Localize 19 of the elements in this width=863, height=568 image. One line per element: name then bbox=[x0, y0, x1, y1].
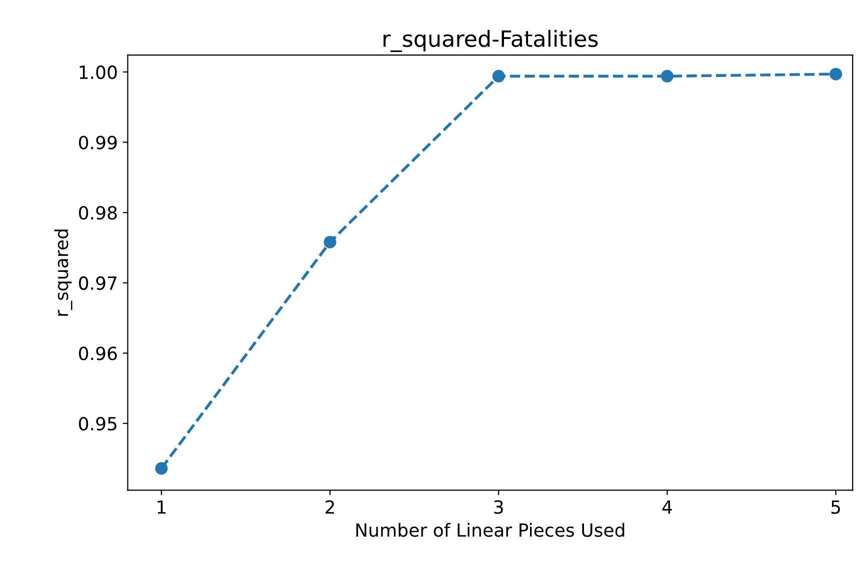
y-tick-label: 0.96 bbox=[78, 346, 117, 360]
x-tick-label: 1 bbox=[158, 500, 166, 514]
y-tick-label: 0.95 bbox=[78, 416, 116, 431]
x-tick-label: 4 bbox=[662, 500, 672, 514]
y-tick-label: 0.98 bbox=[78, 206, 117, 220]
chart-title: r_squared-Fatalities bbox=[384, 30, 598, 52]
x-axis-title: Number of Linear Pieces Used bbox=[356, 522, 624, 537]
y-tick-label: 0.99 bbox=[78, 136, 117, 150]
point bbox=[830, 68, 842, 80]
point bbox=[660, 70, 674, 82]
y-axis-title: r_squared bbox=[54, 230, 72, 316]
x-tick-label: 3 bbox=[494, 500, 503, 514]
point bbox=[492, 70, 505, 82]
x-tick-label: 2 bbox=[326, 500, 334, 514]
point bbox=[155, 462, 168, 475]
point bbox=[324, 236, 336, 248]
x-tick-label: 5 bbox=[831, 500, 840, 514]
y-tick-label: 1.00 bbox=[80, 65, 117, 80]
y-tick-label: 0.97 bbox=[78, 276, 116, 290]
